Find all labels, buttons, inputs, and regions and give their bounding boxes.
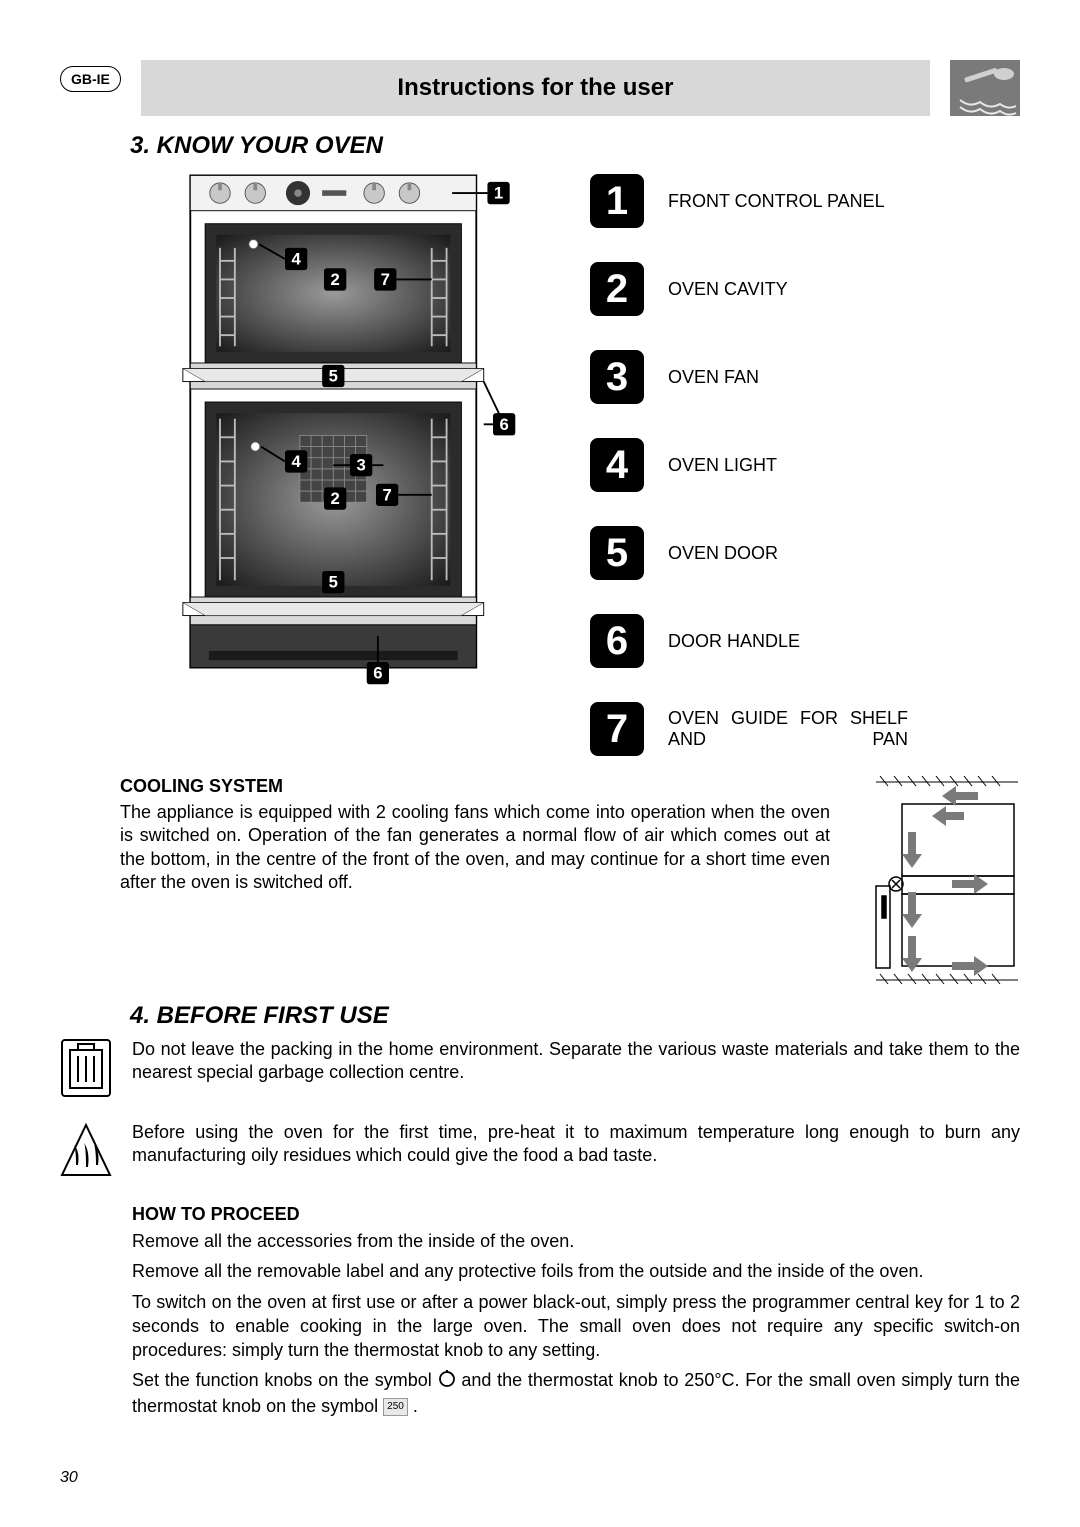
locale-badge: GB-IE — [60, 66, 121, 92]
legend-label: OVEN LIGHT — [668, 455, 777, 476]
know-your-oven-panel: 1 4 2 7 5 6 4 3 2 — [170, 168, 1020, 756]
before-para1: Do not leave the packing in the home env… — [132, 1038, 1020, 1085]
legend-number: 5 — [590, 526, 644, 580]
proc-line: Set the function knobs on the symbol and… — [132, 1368, 1020, 1418]
legend-number: 2 — [590, 262, 644, 316]
legend-item: 2 OVEN CAVITY — [590, 262, 908, 316]
page-title: Instructions for the user — [141, 60, 930, 116]
legend-item: 6 DOOR HANDLE — [590, 614, 908, 668]
header-row: GB-IE Instructions for the user — [60, 60, 1020, 116]
svg-text:6: 6 — [499, 415, 508, 434]
legend-number: 4 — [590, 438, 644, 492]
proc-line: To switch on the oven at first use or af… — [132, 1290, 1020, 1363]
proc4-end: . — [413, 1396, 418, 1416]
legend-item: 3 OVEN FAN — [590, 350, 908, 404]
icon-row-packing: Do not leave the packing in the home env… — [60, 1038, 1020, 1103]
legend-item: 5 OVEN DOOR — [590, 526, 908, 580]
legend-item: 7 OVEN GUIDE FOR SHELF AND PAN — [590, 702, 908, 756]
icon-row-preheat: Before using the oven for the first time… — [60, 1121, 1020, 1186]
airflow-diagram-icon — [860, 776, 1020, 986]
svg-text:1: 1 — [494, 184, 503, 203]
legend-number: 1 — [590, 174, 644, 228]
legend-item: 4 OVEN LIGHT — [590, 438, 908, 492]
legend-label: FRONT CONTROL PANEL — [668, 191, 885, 212]
page-number: 30 — [60, 1469, 78, 1487]
cooling-heading: COOLING SYSTEM — [120, 776, 830, 797]
svg-text:6: 6 — [373, 664, 382, 683]
legend-column: 1 FRONT CONTROL PANEL 2 OVEN CAVITY 3 OV… — [590, 174, 908, 756]
legend-number: 6 — [590, 614, 644, 668]
legend-item: 1 FRONT CONTROL PANEL — [590, 174, 908, 228]
cooling-text: The appliance is equipped with 2 cooling… — [120, 801, 830, 895]
svg-text:2: 2 — [330, 489, 339, 508]
svg-text:4: 4 — [291, 452, 301, 471]
recycle-bin-icon — [60, 1038, 112, 1103]
svg-text:7: 7 — [381, 270, 390, 289]
before-para2: Before using the oven for the first time… — [132, 1121, 1020, 1168]
proc-line: Remove all the accessories from the insi… — [132, 1229, 1020, 1253]
svg-text:5: 5 — [329, 367, 338, 386]
legend-label: OVEN DOOR — [668, 543, 778, 564]
temp-250-symbol-icon: 250 — [383, 1398, 408, 1416]
svg-text:2: 2 — [330, 270, 339, 289]
legend-label: OVEN CAVITY — [668, 279, 788, 300]
legend-number: 7 — [590, 702, 644, 756]
svg-text:4: 4 — [291, 250, 301, 269]
proc-line: Remove all the removable label and any p… — [132, 1259, 1020, 1283]
how-to-proceed: HOW TO PROCEED Remove all the accessorie… — [132, 1204, 1020, 1418]
svg-text:5: 5 — [329, 573, 338, 592]
proc4-pre: Set the function knobs on the symbol — [132, 1370, 438, 1390]
corner-spoon-icon — [950, 60, 1020, 116]
section4-heading: 4. BEFORE FIRST USE — [130, 1002, 1020, 1030]
svg-text:3: 3 — [356, 456, 365, 475]
oven-diagram: 1 4 2 7 5 6 4 3 2 — [170, 168, 530, 688]
section4: 4. BEFORE FIRST USE Do not leave the pac… — [60, 1002, 1020, 1418]
svg-text:7: 7 — [382, 485, 391, 504]
legend-label: OVEN GUIDE FOR SHELF AND PAN — [668, 708, 908, 750]
legend-label: DOOR HANDLE — [668, 631, 800, 652]
defrost-symbol-icon — [438, 1370, 456, 1394]
legend-number: 3 — [590, 350, 644, 404]
legend-label: OVEN FAN — [668, 367, 759, 388]
proceed-heading: HOW TO PROCEED — [132, 1204, 1020, 1225]
cooling-block: COOLING SYSTEM The appliance is equipped… — [120, 776, 1020, 986]
section3-heading: 3. KNOW YOUR OVEN — [130, 132, 1020, 160]
heat-warning-icon — [60, 1121, 112, 1186]
